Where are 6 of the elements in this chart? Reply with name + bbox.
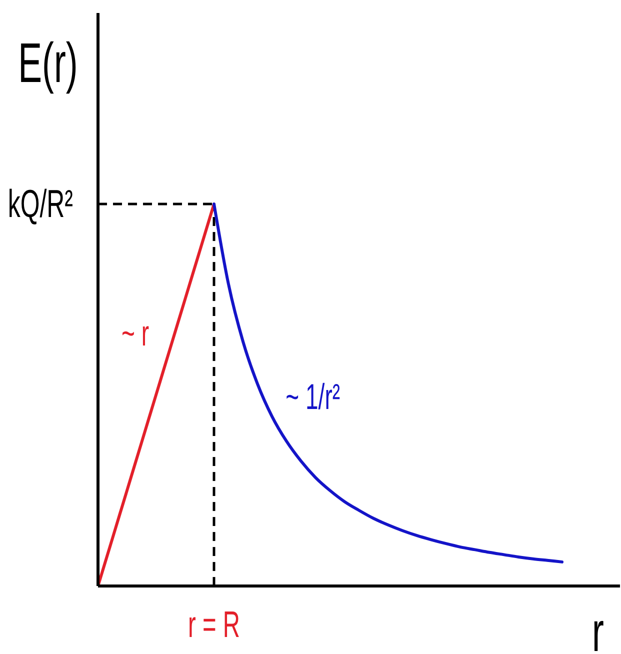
y-axis-title: E(r) xyxy=(18,30,78,94)
ref-line-label: kQ/R² xyxy=(8,181,74,226)
series-label: ~ r xyxy=(122,314,150,354)
series-label: ~ 1/r² xyxy=(286,378,340,418)
x-axis-title: r xyxy=(592,600,604,654)
text: r = R xyxy=(188,604,240,646)
